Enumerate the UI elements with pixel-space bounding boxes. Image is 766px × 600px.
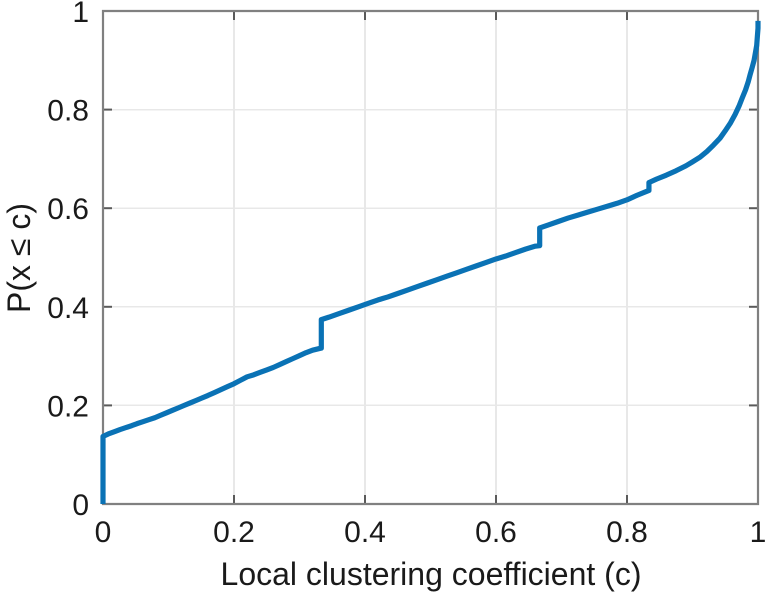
x-tick-label: 0.4 (344, 516, 386, 549)
axes-frame (101, 9, 760, 506)
x-tick-label: 0.8 (606, 516, 648, 549)
x-tick-labels: 0 0.2 0.4 0.6 0.8 1 (95, 516, 766, 549)
plot-border (101, 9, 760, 506)
x-tick-label: 1 (750, 516, 766, 549)
y-tick-label: 0.6 (47, 193, 89, 226)
y-tick-label: 0.8 (47, 95, 89, 128)
grid-lines (103, 11, 758, 504)
y-tick-label: 0 (72, 489, 89, 522)
x-tick-label: 0.2 (213, 516, 255, 549)
x-tick-label: 0 (95, 516, 112, 549)
y-axis-title: P(x ≤ c) (1, 203, 37, 313)
y-tick-label: 0.4 (47, 292, 89, 325)
data-series-group (100, 20, 761, 504)
y-tick-label: 1 (72, 0, 89, 29)
x-axis-title: Local clustering coefficient (c) (221, 556, 642, 592)
y-tick-labels: 0 0.2 0.4 0.6 0.8 1 (47, 0, 89, 522)
tick-marks (102, 10, 759, 505)
x-tick-label: 0.6 (475, 516, 517, 549)
y-tick-label: 0.2 (47, 390, 89, 423)
cdf-curve (100, 20, 761, 504)
